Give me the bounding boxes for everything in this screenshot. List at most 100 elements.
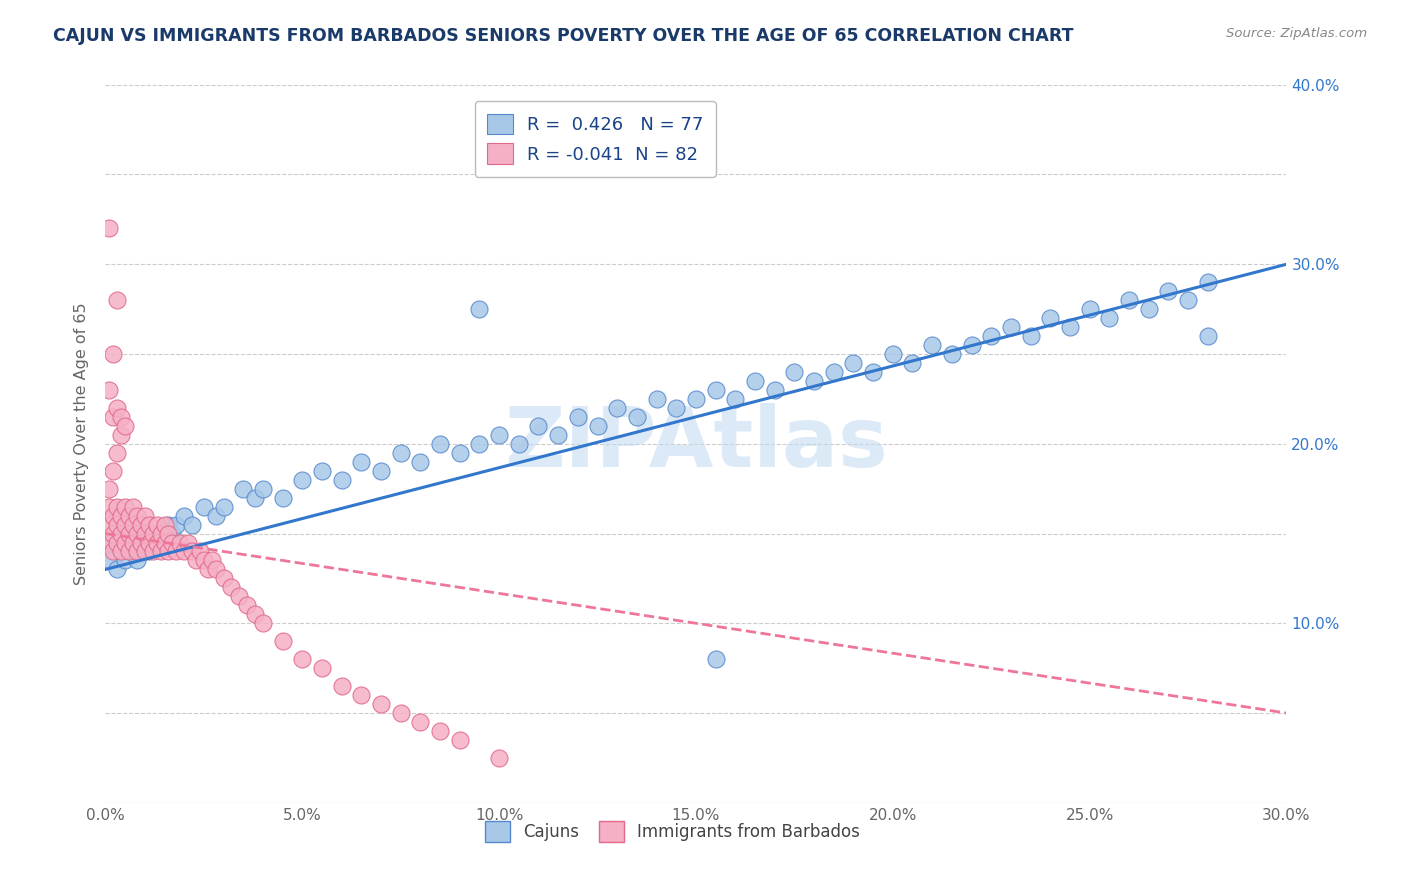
Point: [118, 535, 141, 549]
Point: [169, 535, 191, 549]
Point: [122, 544, 145, 558]
Point: [105, 517, 128, 532]
Point: [527, 418, 550, 433]
Point: [980, 329, 1002, 343]
Point: [103, 409, 125, 424]
Point: [941, 347, 963, 361]
Point: [409, 714, 432, 729]
Point: [429, 724, 451, 739]
Point: [98, 553, 121, 567]
Point: [110, 544, 132, 558]
Point: [98, 535, 121, 549]
Point: [330, 473, 353, 487]
Point: [162, 535, 184, 549]
Point: [125, 526, 148, 541]
Point: [134, 535, 156, 549]
Point: [105, 401, 128, 415]
Point: [1197, 329, 1219, 343]
Point: [193, 500, 215, 514]
Point: [103, 508, 125, 523]
Point: [468, 302, 491, 317]
Point: [783, 365, 806, 379]
Point: [1019, 329, 1042, 343]
Point: [153, 535, 176, 549]
Point: [704, 383, 727, 397]
Point: [103, 347, 125, 361]
Point: [98, 383, 121, 397]
Point: [232, 482, 254, 496]
Point: [188, 544, 211, 558]
Point: [1078, 302, 1101, 317]
Point: [105, 562, 128, 576]
Point: [645, 392, 668, 406]
Point: [184, 553, 207, 567]
Point: [271, 491, 294, 505]
Point: [122, 500, 145, 514]
Point: [252, 482, 274, 496]
Point: [110, 409, 132, 424]
Point: [134, 508, 156, 523]
Point: [197, 562, 219, 576]
Point: [389, 446, 412, 460]
Point: [134, 544, 156, 558]
Point: [103, 544, 125, 558]
Point: [145, 535, 167, 549]
Text: ZIPAtlas: ZIPAtlas: [503, 403, 889, 484]
Point: [157, 517, 180, 532]
Point: [243, 607, 266, 622]
Point: [1000, 320, 1022, 334]
Point: [125, 508, 148, 523]
Point: [1118, 293, 1140, 307]
Point: [114, 500, 136, 514]
Point: [157, 544, 180, 558]
Point: [744, 374, 766, 388]
Point: [704, 652, 727, 666]
Point: [1059, 320, 1081, 334]
Point: [330, 679, 353, 693]
Point: [122, 535, 145, 549]
Point: [271, 634, 294, 648]
Point: [606, 401, 628, 415]
Point: [110, 526, 132, 541]
Point: [488, 427, 510, 442]
Point: [129, 544, 152, 558]
Point: [468, 436, 491, 450]
Point: [921, 338, 943, 352]
Point: [165, 517, 187, 532]
Text: Source: ZipAtlas.com: Source: ZipAtlas.com: [1226, 27, 1367, 40]
Point: [243, 491, 266, 505]
Point: [173, 544, 195, 558]
Legend: Cajuns, Immigrants from Barbados: Cajuns, Immigrants from Barbados: [478, 814, 866, 848]
Point: [165, 544, 187, 558]
Point: [149, 544, 172, 558]
Point: [149, 526, 172, 541]
Point: [114, 553, 136, 567]
Point: [389, 706, 412, 720]
Point: [311, 661, 333, 675]
Point: [125, 544, 148, 558]
Point: [547, 427, 569, 442]
Point: [173, 508, 195, 523]
Point: [138, 544, 160, 558]
Point: [138, 535, 160, 549]
Point: [449, 446, 471, 460]
Point: [129, 535, 152, 549]
Point: [142, 526, 165, 541]
Point: [162, 526, 184, 541]
Point: [724, 392, 747, 406]
Point: [1039, 311, 1062, 326]
Point: [138, 517, 160, 532]
Point: [98, 517, 121, 532]
Point: [157, 526, 180, 541]
Point: [370, 464, 392, 478]
Point: [350, 688, 373, 702]
Point: [118, 544, 141, 558]
Point: [181, 517, 204, 532]
Point: [311, 464, 333, 478]
Point: [862, 365, 884, 379]
Point: [212, 500, 235, 514]
Point: [134, 526, 156, 541]
Point: [763, 383, 786, 397]
Point: [370, 697, 392, 711]
Point: [842, 356, 865, 370]
